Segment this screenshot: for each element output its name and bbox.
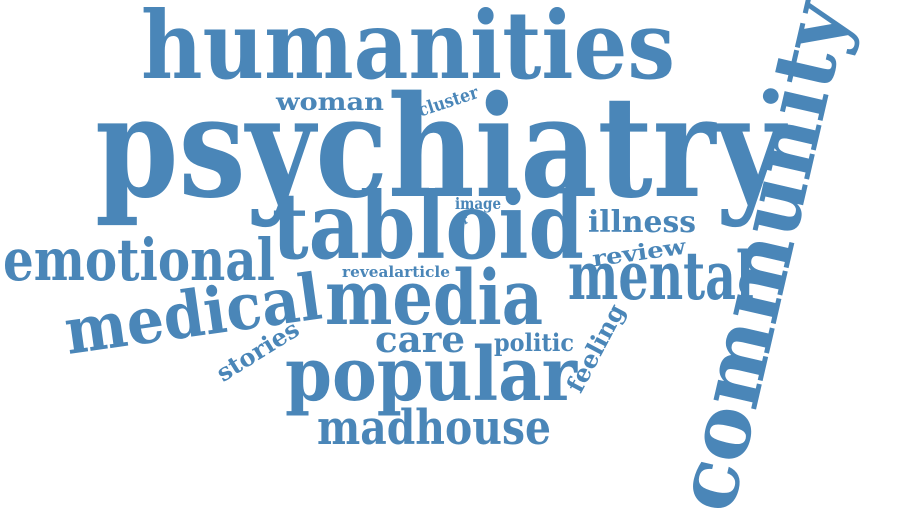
word-tabloid: tabloid <box>272 172 584 280</box>
word-image: image <box>455 194 501 213</box>
word-revealarticle: revealarticle <box>342 263 450 281</box>
word-emotional: emotional <box>3 226 275 294</box>
word-media: media <box>325 253 543 342</box>
word-politic: politic <box>494 328 574 357</box>
word-popular: popular <box>285 332 578 418</box>
word-group: humanities psychiatry tabloid community … <box>3 0 868 520</box>
word-mental: mental <box>568 237 754 315</box>
word-humanities: humanities <box>141 0 675 101</box>
word-care: care <box>375 319 465 361</box>
word-psychiatry: psychiatry <box>95 66 788 230</box>
word-woman: woman <box>275 87 384 116</box>
word-madhouse: madhouse <box>317 400 551 456</box>
word-illness: illness <box>588 205 696 240</box>
